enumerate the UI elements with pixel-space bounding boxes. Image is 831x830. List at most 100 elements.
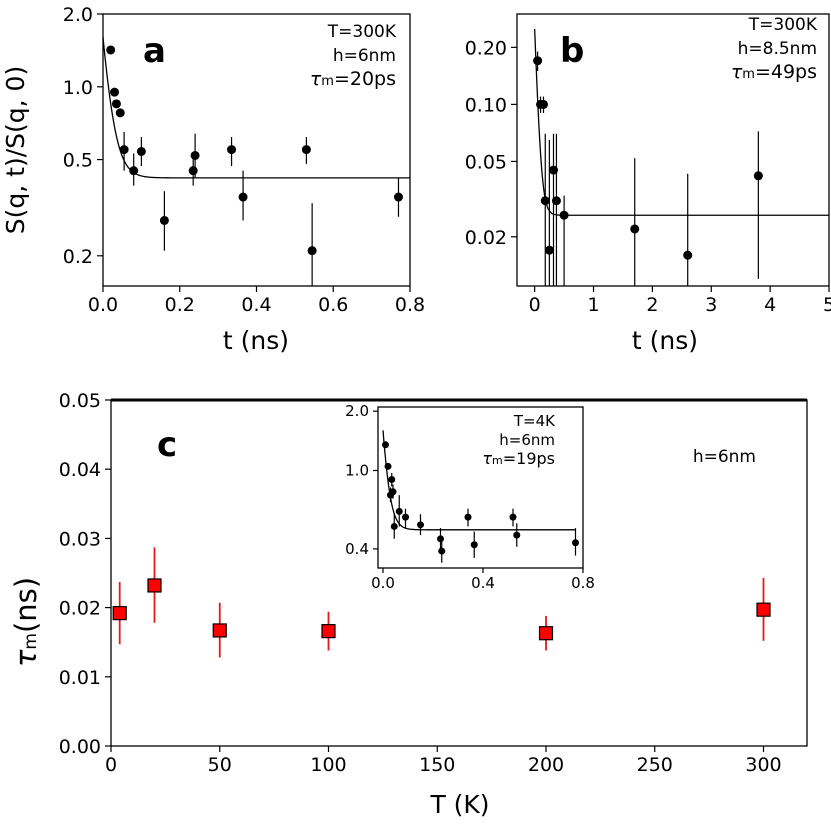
b-annotation: h=8.5nm xyxy=(738,39,817,59)
a-x-tick-label: 0.2 xyxy=(165,294,195,316)
c-inset-data-point xyxy=(388,476,396,484)
a-data-point xyxy=(190,150,200,160)
a-y-tick-label: 1.0 xyxy=(63,77,93,99)
c-y-tick-label: 0.02 xyxy=(59,598,101,620)
c-y-axis-label: τm(ns) xyxy=(9,577,43,667)
c-inset-x-tick-label: 0.0 xyxy=(371,574,395,592)
c-data-point xyxy=(756,602,771,617)
c-x-tick-label: 50 xyxy=(208,754,232,776)
a-data-point xyxy=(106,45,116,55)
a-data-point xyxy=(393,192,403,202)
c-data-point xyxy=(321,624,336,639)
b-y-tick-label: 0.02 xyxy=(465,227,507,249)
a-x-tick-label: 0.0 xyxy=(88,294,118,316)
a-x-tick-label: 0.6 xyxy=(318,294,348,316)
a-plot-frame xyxy=(102,13,411,287)
b-x-tick-label: 4 xyxy=(764,294,776,316)
a-data-point xyxy=(301,145,311,155)
c-inset-data-point xyxy=(389,488,397,496)
b-plot-frame xyxy=(516,13,830,287)
b-data-point xyxy=(683,250,693,260)
a-data-point xyxy=(119,145,129,155)
c-inset-x-tick-label: 0.8 xyxy=(571,574,595,592)
a-data-point xyxy=(227,145,237,155)
c-inset-y-tick-label: 0.4 xyxy=(345,540,369,558)
c-data-point xyxy=(212,623,227,638)
a-x-tick-label: 0.8 xyxy=(395,294,425,316)
b-fit-curve xyxy=(534,28,829,216)
c-inset-data-point xyxy=(417,521,424,529)
b-data-point xyxy=(544,245,554,255)
b-data-point xyxy=(548,165,558,175)
c-y-tick-label: 0.05 xyxy=(59,390,101,412)
a-y-tick-label: 0.5 xyxy=(63,150,93,172)
a-data-point xyxy=(115,108,125,118)
b-y-tick-label: 0.20 xyxy=(465,37,507,59)
a-data-point xyxy=(136,146,146,156)
c-x-tick-label: 150 xyxy=(419,754,455,776)
c-data-point xyxy=(112,606,127,621)
a-annotation: h=6nm xyxy=(333,46,396,66)
b-data-point xyxy=(630,224,640,234)
a-data-point xyxy=(307,246,317,256)
c-data-point xyxy=(538,626,554,641)
c-inset-data-point xyxy=(438,547,446,555)
a-data-point xyxy=(110,87,120,97)
b-data-point xyxy=(559,210,569,220)
a-annotation: τm=20ps xyxy=(310,68,396,90)
c-inset-x-tick-label: 0.4 xyxy=(471,574,495,592)
a-data-point xyxy=(188,166,198,176)
c-inset-data-point xyxy=(572,539,579,547)
c-inset-data-point xyxy=(437,535,444,543)
c-inset-y-tick-label: 2.0 xyxy=(345,402,369,420)
b-x-axis-label: t (ns) xyxy=(632,326,698,355)
c-inset-data-point xyxy=(402,513,409,521)
a-panel-label: a xyxy=(143,31,166,71)
a-data-point xyxy=(238,192,248,202)
b-x-tick-label: 0 xyxy=(529,294,541,316)
c-inset-annotation: T=4K xyxy=(513,412,556,430)
b-y-tick-label: 0.05 xyxy=(465,151,507,173)
b-annotation: T=300K xyxy=(748,15,818,35)
a-y-axis-label: S(q, t)/S(q, 0) xyxy=(1,66,30,234)
b-annotation: τm=49ps xyxy=(731,61,817,83)
c-x-tick-label: 250 xyxy=(637,754,673,776)
c-x-tick-label: 0 xyxy=(105,754,117,776)
c-annotation: h=6nm xyxy=(693,447,756,467)
b-data-point xyxy=(551,196,561,206)
b-panel-label: b xyxy=(560,31,584,71)
c-panel-label: c xyxy=(157,425,177,465)
b-x-tick-label: 1 xyxy=(587,294,599,316)
c-inset-fit-curve xyxy=(382,430,576,531)
c-inset-data-point xyxy=(384,462,392,470)
a-data-point xyxy=(111,99,121,109)
c-inset-data-point xyxy=(395,507,403,515)
b-y-tick-label: 0.10 xyxy=(465,94,507,116)
c-inset-data-point xyxy=(382,441,389,449)
c-inset-y-tick-label: 1.0 xyxy=(345,461,369,479)
a-y-tick-label: 0.2 xyxy=(63,246,93,268)
a-y-tick-label: 2.0 xyxy=(63,4,93,26)
c-y-tick-label: 0.00 xyxy=(59,736,101,758)
b-data-point xyxy=(538,99,548,109)
a-data-point xyxy=(159,215,169,225)
c-inset-data-point xyxy=(464,513,472,521)
b-data-point xyxy=(753,171,763,181)
c-x-tick-label: 200 xyxy=(528,754,564,776)
c-y-tick-label: 0.01 xyxy=(59,667,101,689)
c-inset-data-point xyxy=(509,513,517,521)
c-inset-plot-frame xyxy=(377,406,584,569)
c-inset-annotation: τm=19ps xyxy=(482,449,555,468)
b-x-tick-label: 3 xyxy=(705,294,717,316)
b-x-tick-label: 2 xyxy=(646,294,658,316)
c-data-point xyxy=(147,578,162,593)
c-x-tick-label: 100 xyxy=(310,754,346,776)
c-y-tick-label: 0.04 xyxy=(59,459,101,481)
a-data-point xyxy=(129,166,139,176)
c-x-axis-label: T (K) xyxy=(429,790,489,819)
a-x-tick-label: 0.4 xyxy=(241,294,271,316)
a-fit-curve xyxy=(102,37,410,179)
a-x-axis-label: t (ns) xyxy=(223,326,289,355)
c-inset-data-point xyxy=(470,541,478,549)
